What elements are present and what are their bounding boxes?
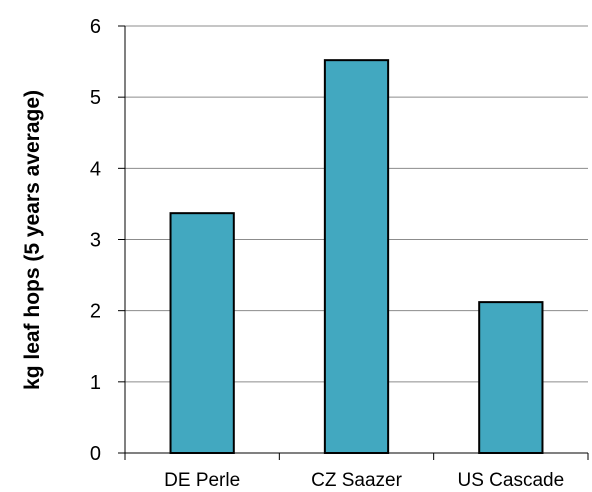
- y-tick-label-6: 6: [90, 16, 101, 38]
- x-category-label-de-perle: DE Perle: [164, 470, 240, 491]
- x-category-label-us-cascade: US Cascade: [457, 470, 564, 491]
- bar-cz-saazer: [323, 59, 390, 454]
- y-tick-label-2: 2: [90, 301, 101, 323]
- bar-us-cascade: [478, 301, 544, 455]
- y-tick-label-4: 4: [90, 158, 101, 180]
- axes: [118, 25, 589, 460]
- y-tick-label-0: 0: [90, 443, 101, 465]
- x-category-label-cz-saazer: CZ Saazer: [311, 470, 402, 491]
- y-tick-label-5: 5: [90, 87, 101, 109]
- x-category-labels: DE Perle CZ Saazer US Cascade: [164, 470, 564, 491]
- bars: [169, 59, 544, 455]
- y-tick-label-1: 1: [90, 372, 101, 394]
- y-tick-labels: 0 1 2 3 4 5 6: [90, 16, 101, 465]
- y-tick-label-3: 3: [90, 230, 101, 252]
- bar-de-perle: [169, 212, 235, 454]
- y-axis-title: kg leaf hops (5 years average): [21, 90, 44, 390]
